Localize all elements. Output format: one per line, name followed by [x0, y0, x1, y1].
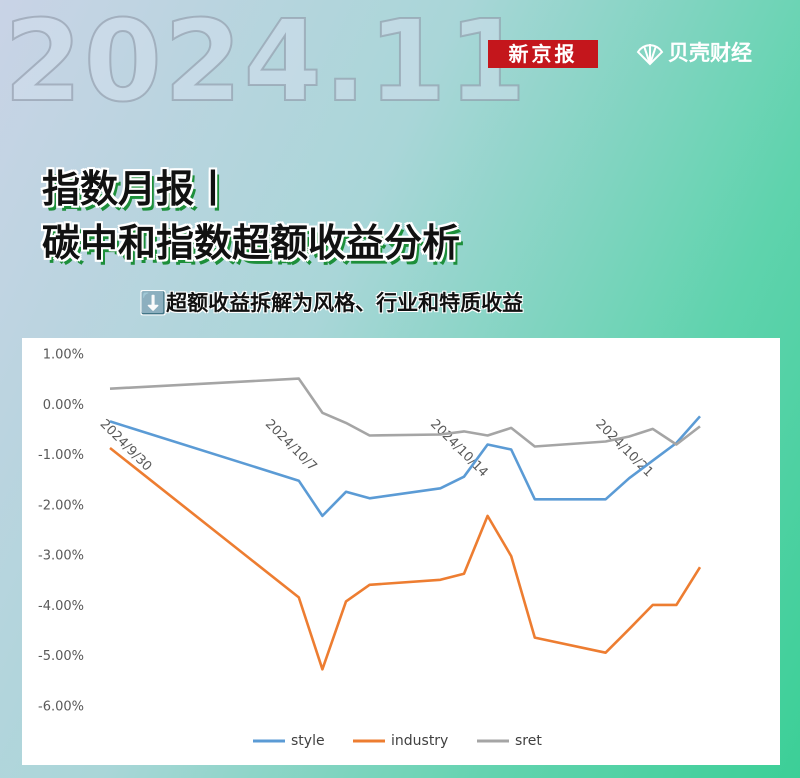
y-tick-label: 1.00% — [43, 348, 84, 363]
series-line — [109, 415, 701, 518]
y-tick-label: -1.00% — [38, 448, 84, 463]
y-tick-label: 0.00% — [43, 398, 84, 413]
y-tick-label: -5.00% — [38, 649, 84, 664]
title: 指数月报丨 — [42, 167, 233, 211]
y-tick-label: -6.00% — [38, 700, 84, 715]
brand-logo: 新京报 — [488, 40, 598, 68]
legend-label: style — [291, 733, 325, 749]
y-tick-label: -2.00% — [38, 498, 84, 513]
brand-logo: 贝壳财经 — [636, 38, 752, 68]
y-tick-label: -3.00% — [38, 549, 84, 564]
year-watermark: 2024.11 — [3, 0, 529, 127]
chart: 1.00% 0.00% -1.00% -2.00% -3.00% -4.00% -5.00%… — [22, 338, 780, 765]
series-line — [109, 377, 701, 448]
brand-icon — [636, 44, 664, 66]
legend-label: sret — [515, 733, 542, 749]
y-tick-label: -4.00% — [38, 599, 84, 614]
brand-name: 贝壳财经 — [668, 41, 752, 65]
title: 碳中和指数超额收益分析 — [42, 221, 461, 265]
series-line — [109, 446, 702, 671]
subtitle: ⬇️超额收益拆解为风格、行业和特质收益 — [140, 291, 524, 315]
legend-label: industry — [391, 733, 448, 749]
chart-background — [22, 338, 780, 765]
